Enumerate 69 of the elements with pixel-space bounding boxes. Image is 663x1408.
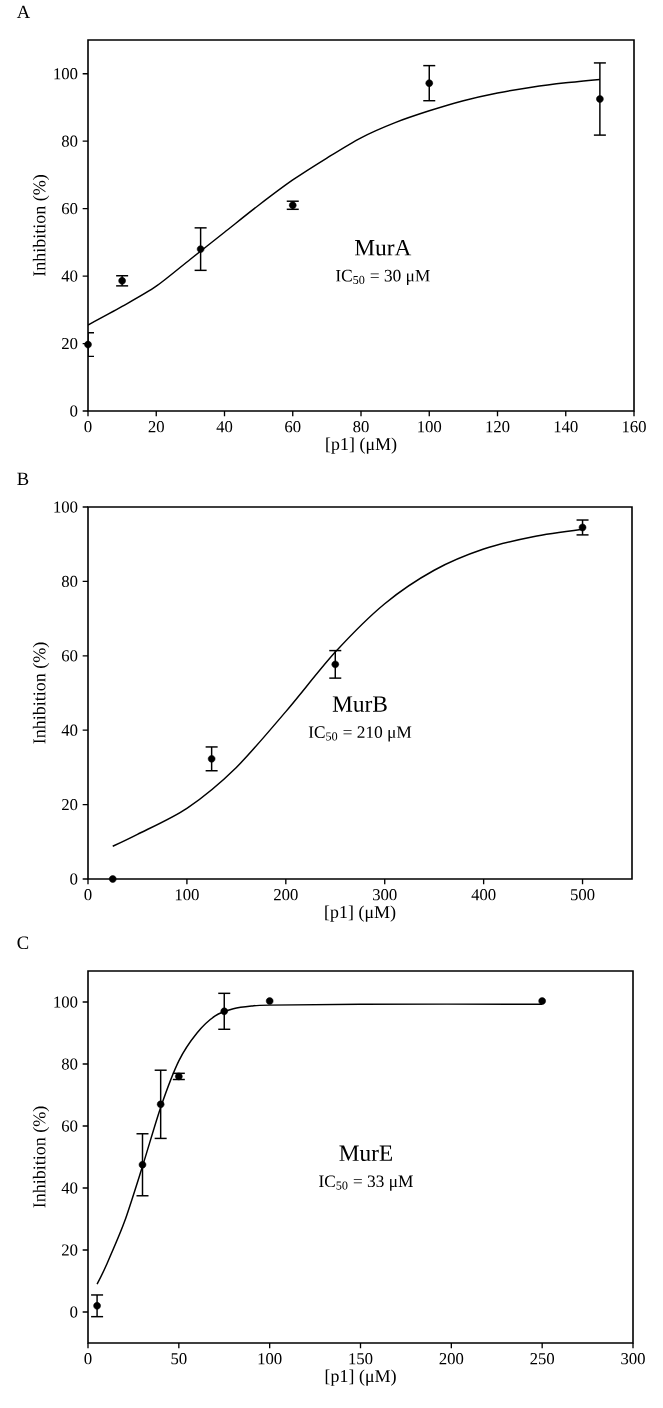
point [220,1007,228,1016]
point [207,755,216,763]
chart-title: B [17,472,29,485]
x-axis-title: [p1] (μM) [325,905,396,922]
y-tick-label: 20 [62,337,78,350]
x-tick-label: 80 [353,421,369,433]
x-tick-label: 20 [148,421,164,433]
annotation: MurB [332,696,387,712]
y-tick-label: 80 [61,135,78,147]
y-tick-label: 60 [62,203,78,215]
y-tick-label: 80 [61,575,78,588]
point [265,997,274,1005]
x-tick-label: 250 [530,1353,555,1365]
y-tick-label: 100 [54,996,78,1008]
x-tick-label: 100 [418,421,442,433]
point [84,340,92,349]
annotation: IC$_{50}$ = 210 μM [308,726,412,742]
y-tick-label: 100 [54,501,78,513]
point [596,95,604,103]
x-tick-label: 500 [571,889,595,901]
y-tick-label: 0 [70,1306,78,1318]
x-tick-label: 160 [622,421,646,433]
point [108,875,117,883]
x-tick-label: 60 [285,421,301,433]
x-tick-label: 50 [171,1353,187,1365]
y-axis-title: Inhibition (%) [32,1106,50,1208]
x-axis-title: [p1] (μM) [326,437,397,454]
annotation: MurA [354,239,412,256]
point [196,245,205,253]
point [93,1302,101,1310]
x-tick-label: 0 [84,889,92,901]
point [156,1100,165,1109]
x-tick-label: 120 [486,421,510,433]
y-tick-label: 40 [61,1182,78,1194]
point [425,79,433,87]
y-tick-label: 60 [62,1120,78,1132]
annotation: MurE [339,1145,392,1162]
x-tick-label: 150 [349,1353,373,1365]
y-tick-label: 0 [70,873,78,885]
y-tick-label: 20 [62,798,78,811]
y-tick-label: 40 [61,270,78,282]
x-tick-label: 0 [84,1353,92,1365]
chart-title: A [16,5,31,19]
y-tick-label: 20 [62,1244,78,1256]
x-tick-label: 300 [373,889,397,901]
y-tick-label: 80 [61,1058,78,1070]
x-tick-label: 140 [554,421,578,433]
point [138,1161,147,1169]
y-axis-title: Inhibition (%) [32,642,50,744]
y-tick-label: 40 [61,724,78,736]
x-axis-title: [p1] (μM) [325,1369,396,1386]
x-tick-label: 400 [471,889,496,901]
x-tick-label: 0 [84,421,92,433]
y-tick-label: 60 [62,650,78,662]
annotation: IC$_{50}$ = 30 μM [335,269,430,286]
x-tick-label: 200 [274,889,298,901]
y-tick-label: 100 [54,68,78,80]
x-tick-label: 300 [621,1353,645,1365]
point [331,660,340,669]
x-tick-label: 200 [439,1353,464,1365]
x-tick-label: 100 [175,889,199,901]
y-axis-title: Inhibition (%) [32,175,50,277]
x-tick-label: 100 [258,1353,282,1365]
y-tick-label: 0 [70,405,78,417]
annotation: IC$_{50}$ = 33 μM [319,1175,413,1191]
point [538,997,546,1005]
point [578,523,587,532]
x-tick-label: 40 [216,421,233,433]
chart-title: C [17,936,29,950]
